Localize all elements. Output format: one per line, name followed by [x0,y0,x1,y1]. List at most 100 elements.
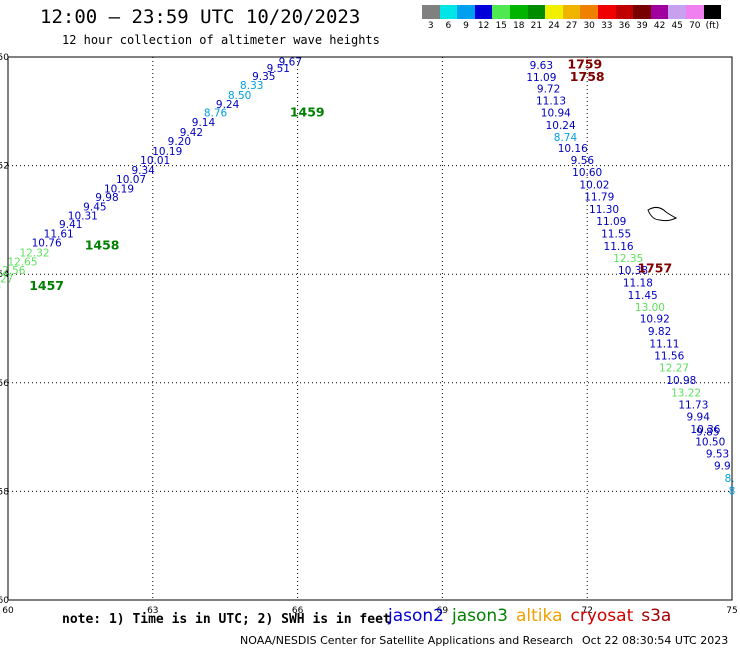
chart-title: 12:00 — 23:59 UTC 10/20/2023 [40,6,361,28]
y-tick-label: -56 [0,379,9,389]
x-tick-label: 75 [726,606,737,616]
legend-label: (ft) [705,21,720,31]
wave-height-label: 9.85 [696,427,719,439]
footer-credit: NOAA/NESDIS Center for Satellite Applica… [240,634,574,647]
wave-height-label: 9.9 [714,460,731,472]
satellite-label: jason3 [452,606,508,626]
wave-height-label: 13.55 [0,281,1,293]
satellite-label: jason2 [388,606,444,626]
legend-label: 6 [445,21,452,31]
wave-height-label: 9.56 [571,155,595,167]
wave-height-label: 8 [729,485,736,497]
wave-height-label: 12.65 [7,257,37,269]
wave-height-label: 13.00 [635,302,665,314]
legend-swatch [668,5,686,19]
legend-swatch [457,5,475,19]
legend-swatch [633,5,651,19]
wave-height-label: 9.35 [252,71,275,83]
y-tick-label: -50 [0,53,9,63]
y-tick-label: -58 [0,487,9,497]
wave-height-label: 11.55 [601,228,631,240]
wave-height-label: 11.73 [678,400,708,412]
wave-height-label: 11.30 [589,204,619,216]
time-label: 1458 [85,237,120,252]
legend-swatch [474,5,493,19]
wave-height-label: 10.31 [68,211,98,223]
wave-height-label: 10.07 [116,174,146,186]
wave-height-label: 9.14 [192,117,216,129]
wave-height-label: 10.36 [690,424,720,436]
wave-height-label: 9.41 [59,219,82,231]
x-tick-label: 63 [147,606,158,616]
time-label: 1758 [570,69,605,84]
time-label: 1757 [637,261,672,276]
legend-swatch [615,5,634,19]
legend-label: 36 [618,21,631,31]
wave-height-label: 9.34 [131,165,155,177]
wave-height-label: 11.13 [536,95,566,107]
x-tick-label: 60 [2,606,14,616]
time-label: 1459 [290,104,325,119]
legend-label: 30 [583,21,595,31]
y-tick-label: -54 [0,270,9,280]
wave-height-label: 10.98 [666,375,696,387]
chart-subtitle: 12 hour collection of altimeter wave hei… [62,33,380,47]
legend-label: 24 [548,21,560,31]
wave-height-label: 10.24 [546,120,576,132]
footer-timestamp: Oct 22 08:30:54 UTC 2023 [582,634,729,647]
wave-height-label: 12.32 [20,247,50,259]
legend-label: 42 [653,21,666,31]
legend-swatch [562,5,581,19]
wave-height-label: 8.33 [240,80,263,92]
legend-label: 21 [530,21,543,31]
wave-height-label: 9.45 [83,201,106,213]
legend-label: 45 [671,21,683,31]
satellite-label: s3a [641,606,672,626]
wave-height-label: 8.50 [228,90,251,102]
wave-height-label: 10.50 [695,436,725,448]
legend-swatch [703,5,722,19]
wave-height-label: 8.74 [554,132,578,144]
wave-height-label: 10.92 [640,314,670,326]
legend-label: 70 [689,21,701,31]
wave-height-label: 11.16 [604,241,634,253]
wave-height-label: 10.01 [140,155,170,167]
wave-height-label: 13.22 [671,388,701,400]
wave-height-label: 10.19 [104,183,134,195]
wave-height-label: 9.67 [279,56,302,68]
wave-height-label: 9.72 [537,83,560,95]
satellite-label: cryosat [570,606,634,626]
wave-height-label: 11.56 [654,351,684,363]
wave-height-label: 10.94 [541,107,571,119]
legend-swatch [527,5,546,19]
legend-label: 15 [495,21,507,31]
wave-height-label: 9.63 [530,60,553,72]
wave-height-label: 9.82 [648,326,671,338]
wave-height-label: 11.11 [649,339,679,351]
legend-swatch [439,5,458,19]
wave-height-label: 11.09 [596,216,626,228]
wave-height-label: 9.20 [168,136,191,148]
wave-height-label: 9.24 [216,99,240,111]
legend-label: 39 [636,21,648,31]
time-label: 1457 [29,278,64,293]
legend-label: 9 [463,21,469,31]
island-outline [647,206,678,222]
wave-height-label: 12.56 [0,265,26,277]
footer-note: note: 1) Time is in UTC; 2) SWH is in fe… [62,612,391,627]
wave-height-label: 9.42 [180,127,203,139]
x-tick-label: 69 [437,606,449,616]
wave-height-label: 10.16 [558,143,588,155]
wave-height-label: 12.35 [613,253,643,265]
y-tick-label: -60 [0,596,9,606]
wave-height-label: 11.79 [584,192,614,204]
legend-swatch [492,5,510,19]
legend-swatch [422,5,440,19]
y-tick-label: -52 [0,162,9,172]
x-tick-label: 66 [292,606,304,616]
legend-swatch [650,5,669,19]
wave-height-label: 8.76 [204,107,228,119]
legend-swatch [686,5,704,19]
wave-height-label: 13.27 [0,274,13,286]
